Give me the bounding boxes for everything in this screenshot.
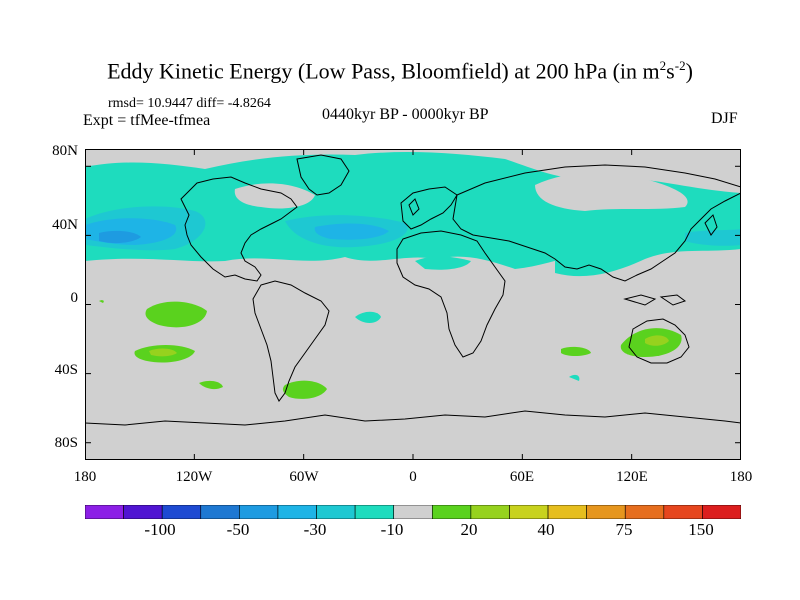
colorbar-label-1: -50 [226,520,250,539]
contour-trop-dot [99,300,104,303]
coast-asia [452,164,741,282]
colorbar-label-2: -30 [303,520,327,539]
contour-sp-south [199,380,223,390]
x-tick-label-180w: 180 [73,469,97,485]
x-tick-label-60w: 60W [289,469,319,485]
colorbar-box-2 [161,505,202,519]
coast-antarctica [85,410,741,426]
y-tick-label-40n: 40N [52,217,78,233]
colorbar-label-6: 75 [615,520,633,539]
map-frame [85,149,741,460]
colorbar-box-5 [277,505,317,519]
colorbar-box-7 [354,505,395,519]
x-tick-label-120e: 120E [616,469,648,485]
colorbar-box-0 [85,505,124,519]
coast-japan [704,214,718,236]
colorbar-label-3: -10 [380,520,404,539]
contour-sp-north [145,301,207,328]
coast-europe [400,186,458,230]
x-tick-label-120w: 120W [175,469,213,485]
contour-south-indian-green [561,346,591,356]
map-plot [85,149,741,460]
period-label: 0440kyr BP - 0000kyr BP [322,106,489,123]
colorbar-box-4 [239,505,279,519]
colorbar-box-3 [200,505,240,519]
coastlines [85,154,741,426]
contour-south-atlantic [282,380,327,399]
coast-north-america [180,176,298,282]
contour-asia-core [685,229,741,246]
colorbar-box-6 [316,505,356,519]
x-tick-label-60e: 60E [509,469,535,485]
colorbar-box-12 [547,505,587,519]
eke-contours [85,152,741,399]
contour-trop-atlantic [355,311,381,323]
colorbar-box-10 [470,505,510,519]
season-label: DJF [711,110,738,127]
gap-north-america [234,183,315,209]
y-tick-label-80n: 80N [52,143,78,159]
colorbar-label-7: 150 [688,520,714,539]
y-tick-label-0: 0 [70,290,79,306]
experiment-label: Expt = tfMee-tfmea [83,112,211,129]
colorbar-label-5: 40 [537,520,555,539]
contour-south-indian [569,374,580,381]
contour-sp-inner [149,348,177,357]
colorbar-box-11 [509,505,549,519]
coast-south-america [252,280,330,402]
coast-australia [628,318,690,364]
colorbar [85,505,741,519]
contour-atlantic-inner [314,223,389,240]
contour-australia-inner [645,335,669,346]
contour-pacific-deep [99,230,141,244]
plot-title: Eddy Kinetic Energy (Low Pass, Bloomfiel… [107,58,693,84]
y-tick-label-40s: 40S [54,362,78,378]
coast-uk [408,198,420,216]
colorbar-box-16 [702,505,741,519]
y-tick-label-80s: 80S [54,435,78,451]
colorbar-box-15 [663,505,703,519]
colorbar-box-14 [624,505,665,519]
colorbar-label-4: 20 [460,520,478,539]
coast-greenland [296,154,350,196]
colorbar-box-8 [393,505,433,519]
colorbar-box-9 [431,505,472,519]
coast-africa [396,230,506,358]
contour-nh-north-africa [415,256,471,270]
colorbar-label-0: -100 [144,520,176,539]
x-tick-label-0: 0 [409,469,417,485]
colorbar-box-1 [123,505,163,519]
coast-indonesia [623,294,687,306]
x-tick-label-180e: 180 [729,469,753,485]
colorbar-box-13 [586,505,626,519]
gap-siberia [535,172,688,211]
stats-label: rmsd= 10.9447 diff= -4.8264 [108,96,271,111]
